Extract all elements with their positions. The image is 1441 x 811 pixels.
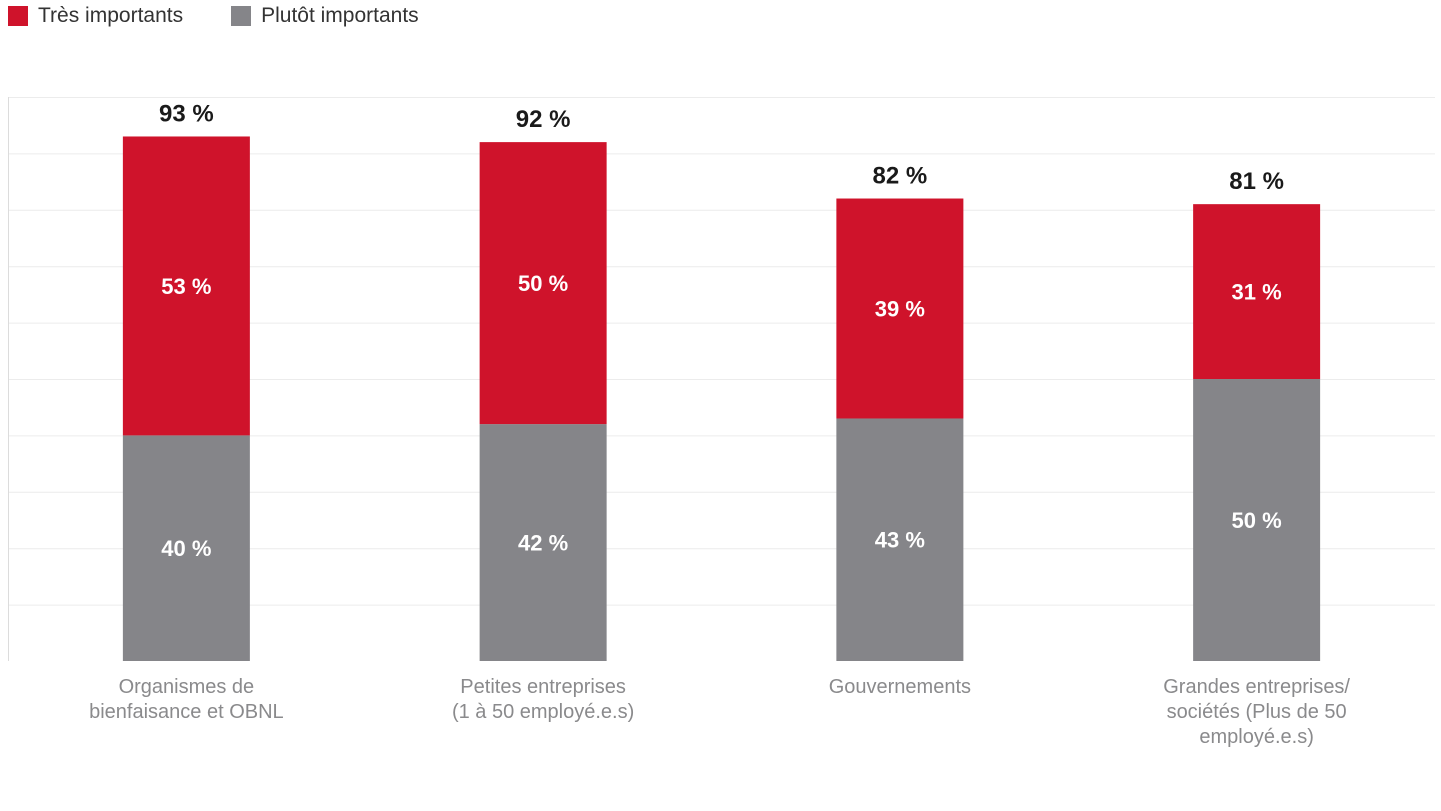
bar-value-label: 53 % [161,274,211,299]
bar-segment [836,418,964,661]
x-tick-label: Organismes de bienfaisance et OBNL [36,675,336,725]
legend-swatch-grey [231,6,252,26]
bar-value-label: 50 % [1232,508,1282,533]
bar-segment [479,142,607,425]
bar-segment [1193,379,1321,661]
bar-total-label: 81 % [1229,168,1284,195]
legend-item-plutot-importants: Plutôt importants [231,4,419,28]
x-tick-label-line: employé.e.s) [1199,726,1314,748]
bar-segment [122,435,250,661]
bar-value-label: 31 % [1232,280,1282,305]
legend-item-tres-importants: Très importants [8,4,183,28]
x-tick-label-line: Grandes entreprises/ [1163,676,1350,698]
bar-segment [122,136,250,436]
bar-value-label: 50 % [518,271,568,296]
legend-label: Très importants [38,4,184,27]
x-tick-label: Grandes entreprises/sociétés (Plus de 50… [1107,675,1407,750]
x-tick-label: Petites entreprises (1 à 50 employé.e.s) [393,675,693,725]
bar-total-label: 92 % [516,106,571,133]
x-tick-label: Gouvernements [750,675,1050,700]
x-tick-label-line: Petites entreprises [460,676,626,698]
x-tick-label-line: bienfaisance et OBNL [89,701,284,723]
x-tick-label-line: (1 à 50 employé.e.s) [451,701,635,723]
bar-value-label: 39 % [875,297,925,322]
bar-value-label: 40 % [161,536,211,561]
legend-label: Plutôt importants [261,4,419,27]
bar-segment [479,424,607,661]
bar-total-label: 93 % [159,100,214,127]
legend-swatch-red [8,6,28,26]
bar-segment [836,198,964,419]
bar-value-label: 42 % [518,531,568,556]
x-tick-label-line: Gouvernements [828,676,972,698]
x-tick-label-line: Organismes de [118,676,255,698]
bar-total-label: 82 % [873,163,928,190]
legend: Très importants Plutôt importants [8,4,467,28]
bar-value-label: 43 % [875,528,925,553]
bar-segment [1193,204,1321,379]
x-tick-label-line: sociétés (Plus de 50 [1166,701,1347,723]
